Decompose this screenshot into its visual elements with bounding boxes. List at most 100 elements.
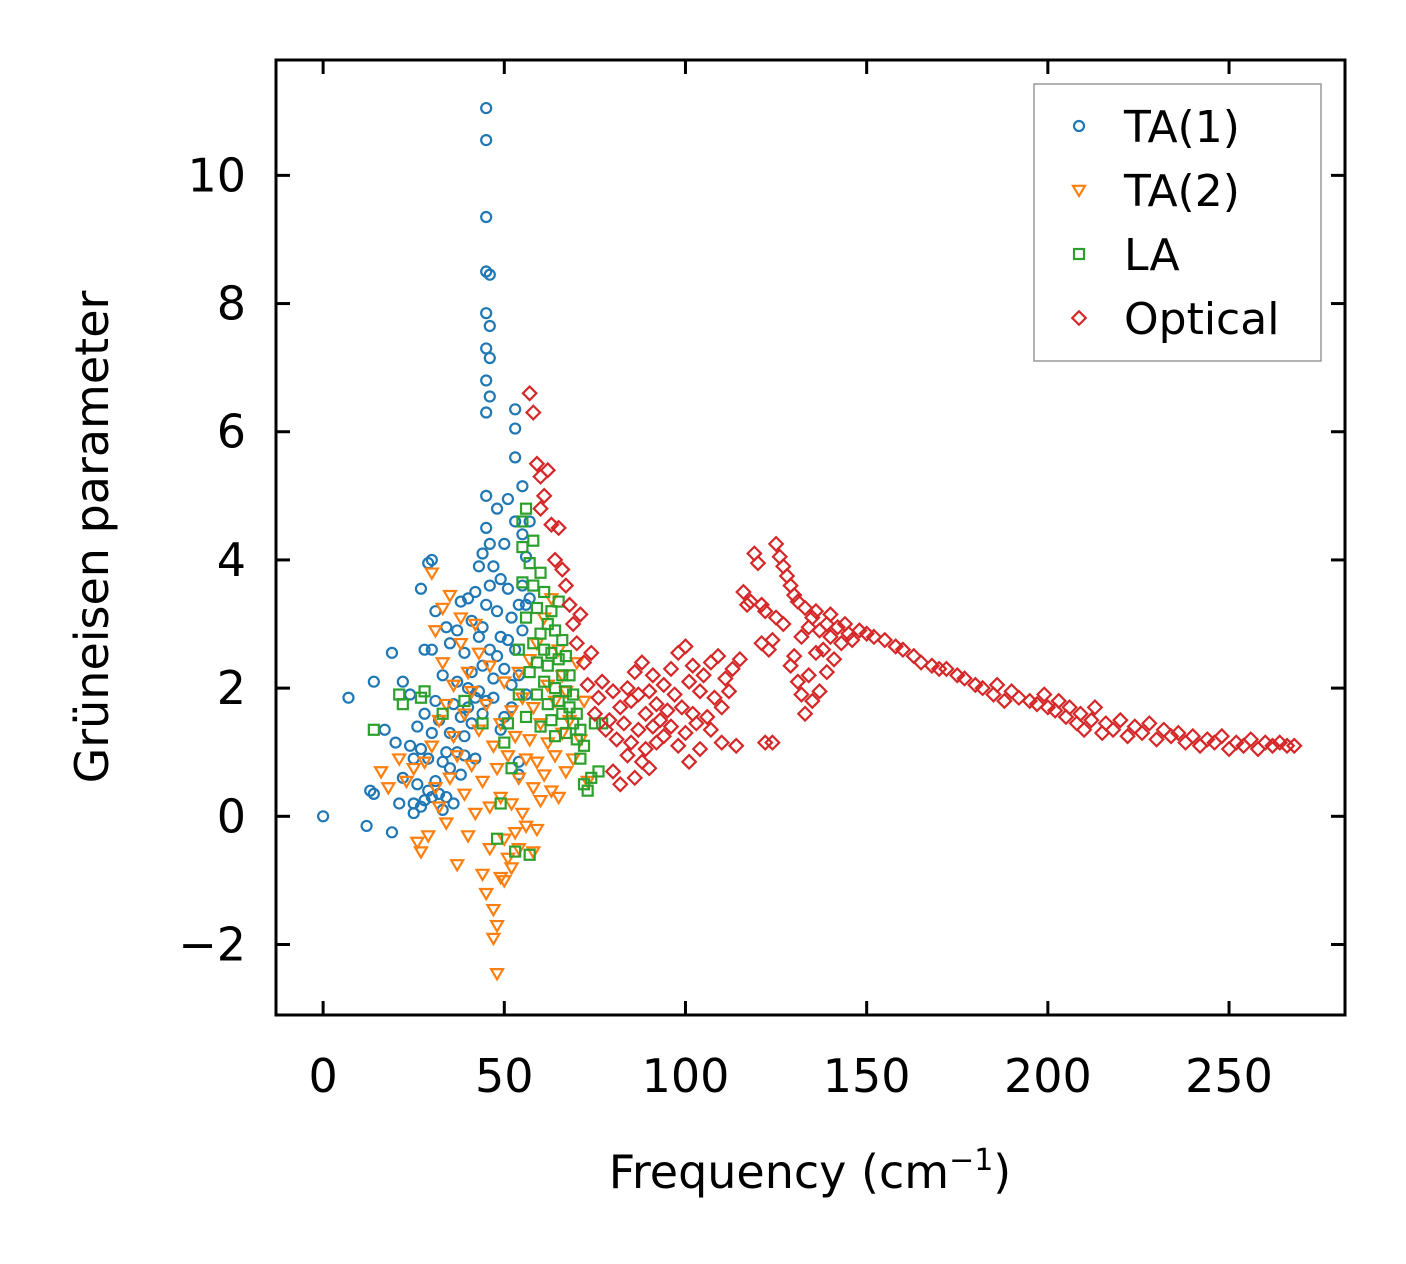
data-point (445, 730, 462, 745)
data-point (1213, 727, 1231, 745)
data-point (811, 683, 828, 700)
data-point (411, 720, 424, 733)
data-point (1264, 737, 1281, 755)
y-tick-label: 10 (187, 148, 246, 202)
data-point (490, 832, 504, 845)
data-point (633, 753, 651, 771)
data-point (389, 736, 402, 749)
data-point (423, 567, 440, 581)
data-point (592, 765, 605, 778)
data-point (796, 705, 814, 723)
data-point (438, 817, 455, 831)
data-point (476, 717, 489, 730)
legend-item: LA (1072, 230, 1180, 281)
data-point (480, 265, 493, 278)
data-point (1162, 727, 1180, 745)
data-point (543, 785, 560, 799)
data-point (489, 968, 505, 982)
data-point (519, 611, 533, 624)
data-point (518, 820, 534, 835)
data-point (490, 605, 504, 618)
data-point (604, 683, 622, 700)
data-point (557, 766, 574, 780)
data-point (585, 771, 598, 784)
data-point (385, 646, 399, 659)
data-point (673, 699, 691, 716)
data-point (496, 676, 513, 690)
data-point (996, 692, 1013, 710)
data-point (471, 724, 487, 738)
data-point (512, 643, 525, 656)
data-point (494, 723, 507, 736)
data-point (516, 528, 529, 541)
data-point (677, 638, 694, 655)
data-point (391, 753, 408, 767)
data-point (442, 772, 458, 787)
data-point (514, 807, 531, 822)
data-point (615, 715, 633, 732)
data-point (465, 717, 478, 730)
data-point (677, 724, 694, 742)
data-point (472, 560, 486, 573)
data-point (521, 734, 538, 748)
data-point (666, 686, 683, 703)
y-tick-label: 4 (217, 533, 246, 587)
plot-frame (274, 58, 1347, 1017)
data-point (669, 644, 687, 662)
x-tick-label: 0 (308, 1049, 337, 1103)
data-point (550, 519, 567, 537)
data-point (545, 714, 558, 727)
data-point (756, 734, 774, 751)
data-point (530, 688, 544, 701)
data-point (523, 557, 536, 570)
data-point (756, 602, 774, 620)
data-point (574, 723, 587, 736)
data-point (691, 740, 709, 758)
data-point (516, 624, 529, 637)
data-point (601, 711, 618, 729)
data-point (534, 720, 547, 733)
data-point (576, 695, 592, 710)
data-point (509, 422, 522, 435)
y-tick-label: 6 (217, 405, 246, 459)
data-point (550, 791, 567, 806)
data-point (509, 515, 522, 528)
data-point (822, 606, 839, 623)
legend: TA(1) TA(2) LA Optical (1033, 83, 1322, 362)
data-point (403, 739, 417, 752)
data-point (532, 468, 549, 485)
y-tick-label: −2 (178, 917, 246, 971)
x-axis-label: Frequency (cm−1) (609, 1143, 1012, 1199)
data-point (516, 541, 529, 554)
data-point (552, 694, 565, 708)
data-point (534, 566, 547, 579)
x-axis-label-superscript: −1 (949, 1143, 993, 1178)
data-point (472, 630, 486, 643)
data-point (393, 688, 406, 701)
data-point (396, 675, 409, 688)
data-point (539, 737, 556, 751)
data-point (527, 579, 540, 592)
legend-label: LA (1124, 230, 1180, 281)
data-point (509, 451, 522, 464)
data-point (532, 500, 549, 517)
data-point (510, 666, 527, 681)
data-point (501, 717, 515, 730)
data-point (367, 787, 380, 800)
data-point (487, 691, 500, 704)
data-point (434, 657, 451, 671)
data-point (429, 774, 442, 788)
data-point (461, 592, 475, 605)
data-point (559, 685, 572, 698)
data-point (717, 670, 734, 687)
data-point (611, 699, 629, 716)
data-point (451, 624, 464, 637)
data-point (485, 740, 502, 754)
data-point (523, 515, 536, 528)
data-point (431, 801, 447, 815)
legend-marker (1071, 184, 1087, 199)
data-point (523, 665, 536, 679)
data-point (407, 797, 420, 810)
data-point (590, 689, 607, 707)
data-point (546, 551, 564, 569)
